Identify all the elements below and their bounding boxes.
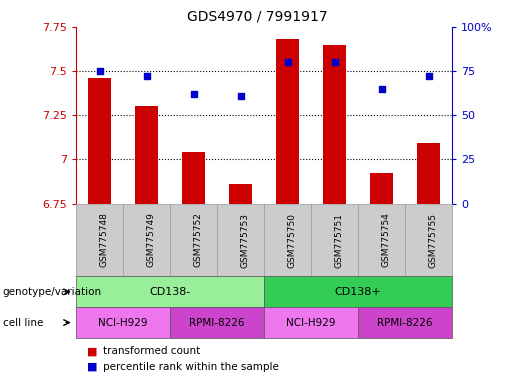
Text: GSM775752: GSM775752 xyxy=(194,213,203,267)
Point xyxy=(236,93,245,99)
Text: ■: ■ xyxy=(87,346,97,356)
Point xyxy=(377,86,386,92)
Text: GSM775753: GSM775753 xyxy=(241,212,250,268)
Text: GSM775751: GSM775751 xyxy=(335,212,344,268)
Text: NCI-H929: NCI-H929 xyxy=(98,318,148,328)
Text: RPMI-8226: RPMI-8226 xyxy=(377,318,433,328)
Text: GSM775755: GSM775755 xyxy=(428,212,438,268)
Bar xyxy=(323,45,347,204)
Bar xyxy=(135,106,159,204)
Bar xyxy=(417,144,440,204)
Text: NCI-H929: NCI-H929 xyxy=(286,318,336,328)
Point xyxy=(424,73,433,79)
Text: cell line: cell line xyxy=(3,318,43,328)
Bar xyxy=(370,174,393,204)
Text: CD138+: CD138+ xyxy=(335,287,382,297)
Text: GSM775748: GSM775748 xyxy=(100,213,109,267)
Text: GSM775750: GSM775750 xyxy=(288,212,297,268)
Text: GDS4970 / 7991917: GDS4970 / 7991917 xyxy=(187,10,328,23)
Point xyxy=(331,59,339,65)
Bar xyxy=(88,78,111,204)
Text: transformed count: transformed count xyxy=(103,346,200,356)
Text: CD138-: CD138- xyxy=(149,287,191,297)
Text: GSM775749: GSM775749 xyxy=(147,213,156,267)
Point xyxy=(143,73,151,79)
Text: RPMI-8226: RPMI-8226 xyxy=(190,318,245,328)
Bar xyxy=(276,39,299,204)
Bar xyxy=(229,184,252,204)
Point xyxy=(96,68,104,74)
Point xyxy=(190,91,198,97)
Text: GSM775754: GSM775754 xyxy=(382,213,391,267)
Bar xyxy=(182,152,205,204)
Text: percentile rank within the sample: percentile rank within the sample xyxy=(103,362,279,372)
Text: ■: ■ xyxy=(87,362,97,372)
Point xyxy=(284,59,292,65)
Text: genotype/variation: genotype/variation xyxy=(3,287,101,297)
